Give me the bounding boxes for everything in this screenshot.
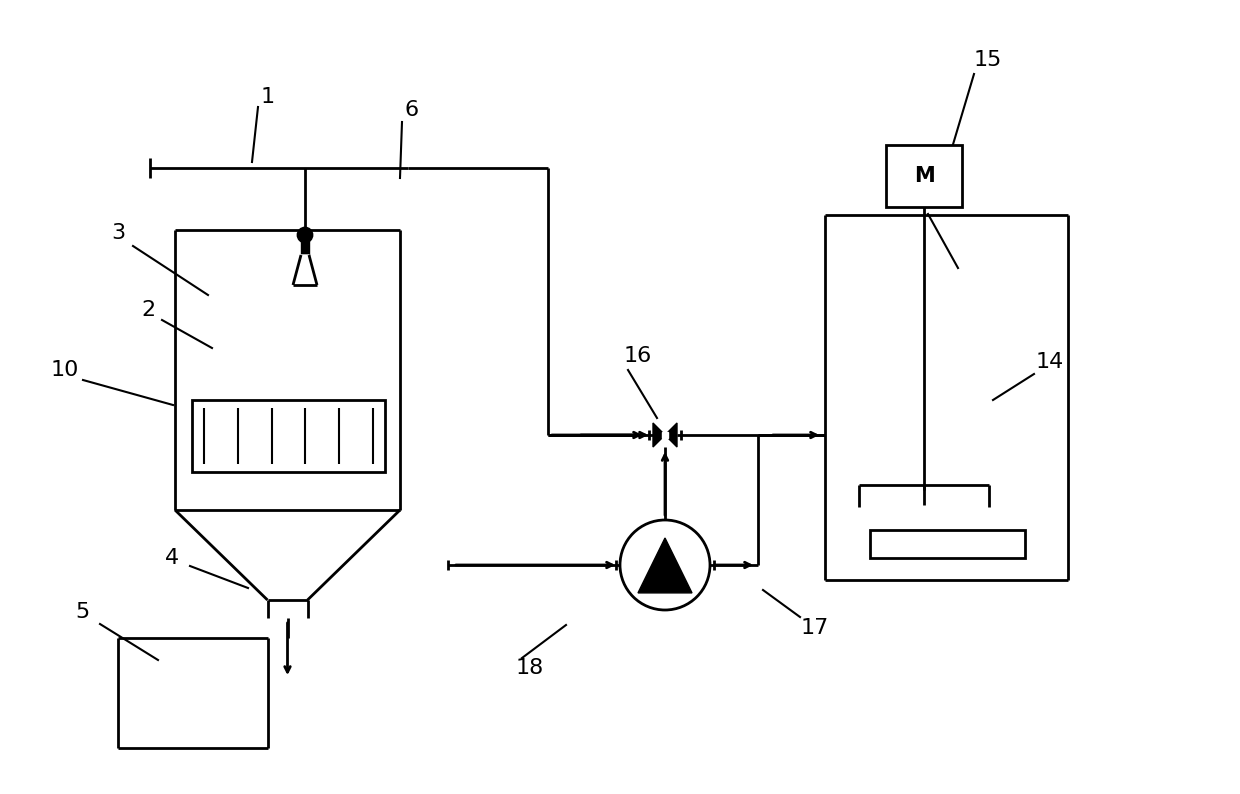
Polygon shape <box>662 432 668 438</box>
Text: 14: 14 <box>1035 352 1064 372</box>
Circle shape <box>298 228 312 242</box>
Text: 15: 15 <box>973 50 1002 70</box>
Polygon shape <box>301 235 309 255</box>
Text: 2: 2 <box>141 300 155 320</box>
Text: 13: 13 <box>926 188 954 208</box>
Polygon shape <box>653 423 665 447</box>
Bar <box>192 400 384 472</box>
Polygon shape <box>665 423 677 447</box>
Polygon shape <box>293 255 317 285</box>
Text: 10: 10 <box>51 360 79 380</box>
Circle shape <box>620 520 711 610</box>
Text: 3: 3 <box>110 223 125 243</box>
Text: 6: 6 <box>405 100 419 120</box>
Bar <box>870 530 1025 558</box>
Text: 16: 16 <box>624 346 652 366</box>
Polygon shape <box>639 538 692 593</box>
Bar <box>887 145 962 207</box>
Text: 1: 1 <box>260 87 275 107</box>
Text: M: M <box>914 166 935 186</box>
Text: 5: 5 <box>74 602 89 622</box>
Text: 17: 17 <box>801 618 830 638</box>
Text: 4: 4 <box>165 548 179 568</box>
Text: 18: 18 <box>516 658 544 678</box>
